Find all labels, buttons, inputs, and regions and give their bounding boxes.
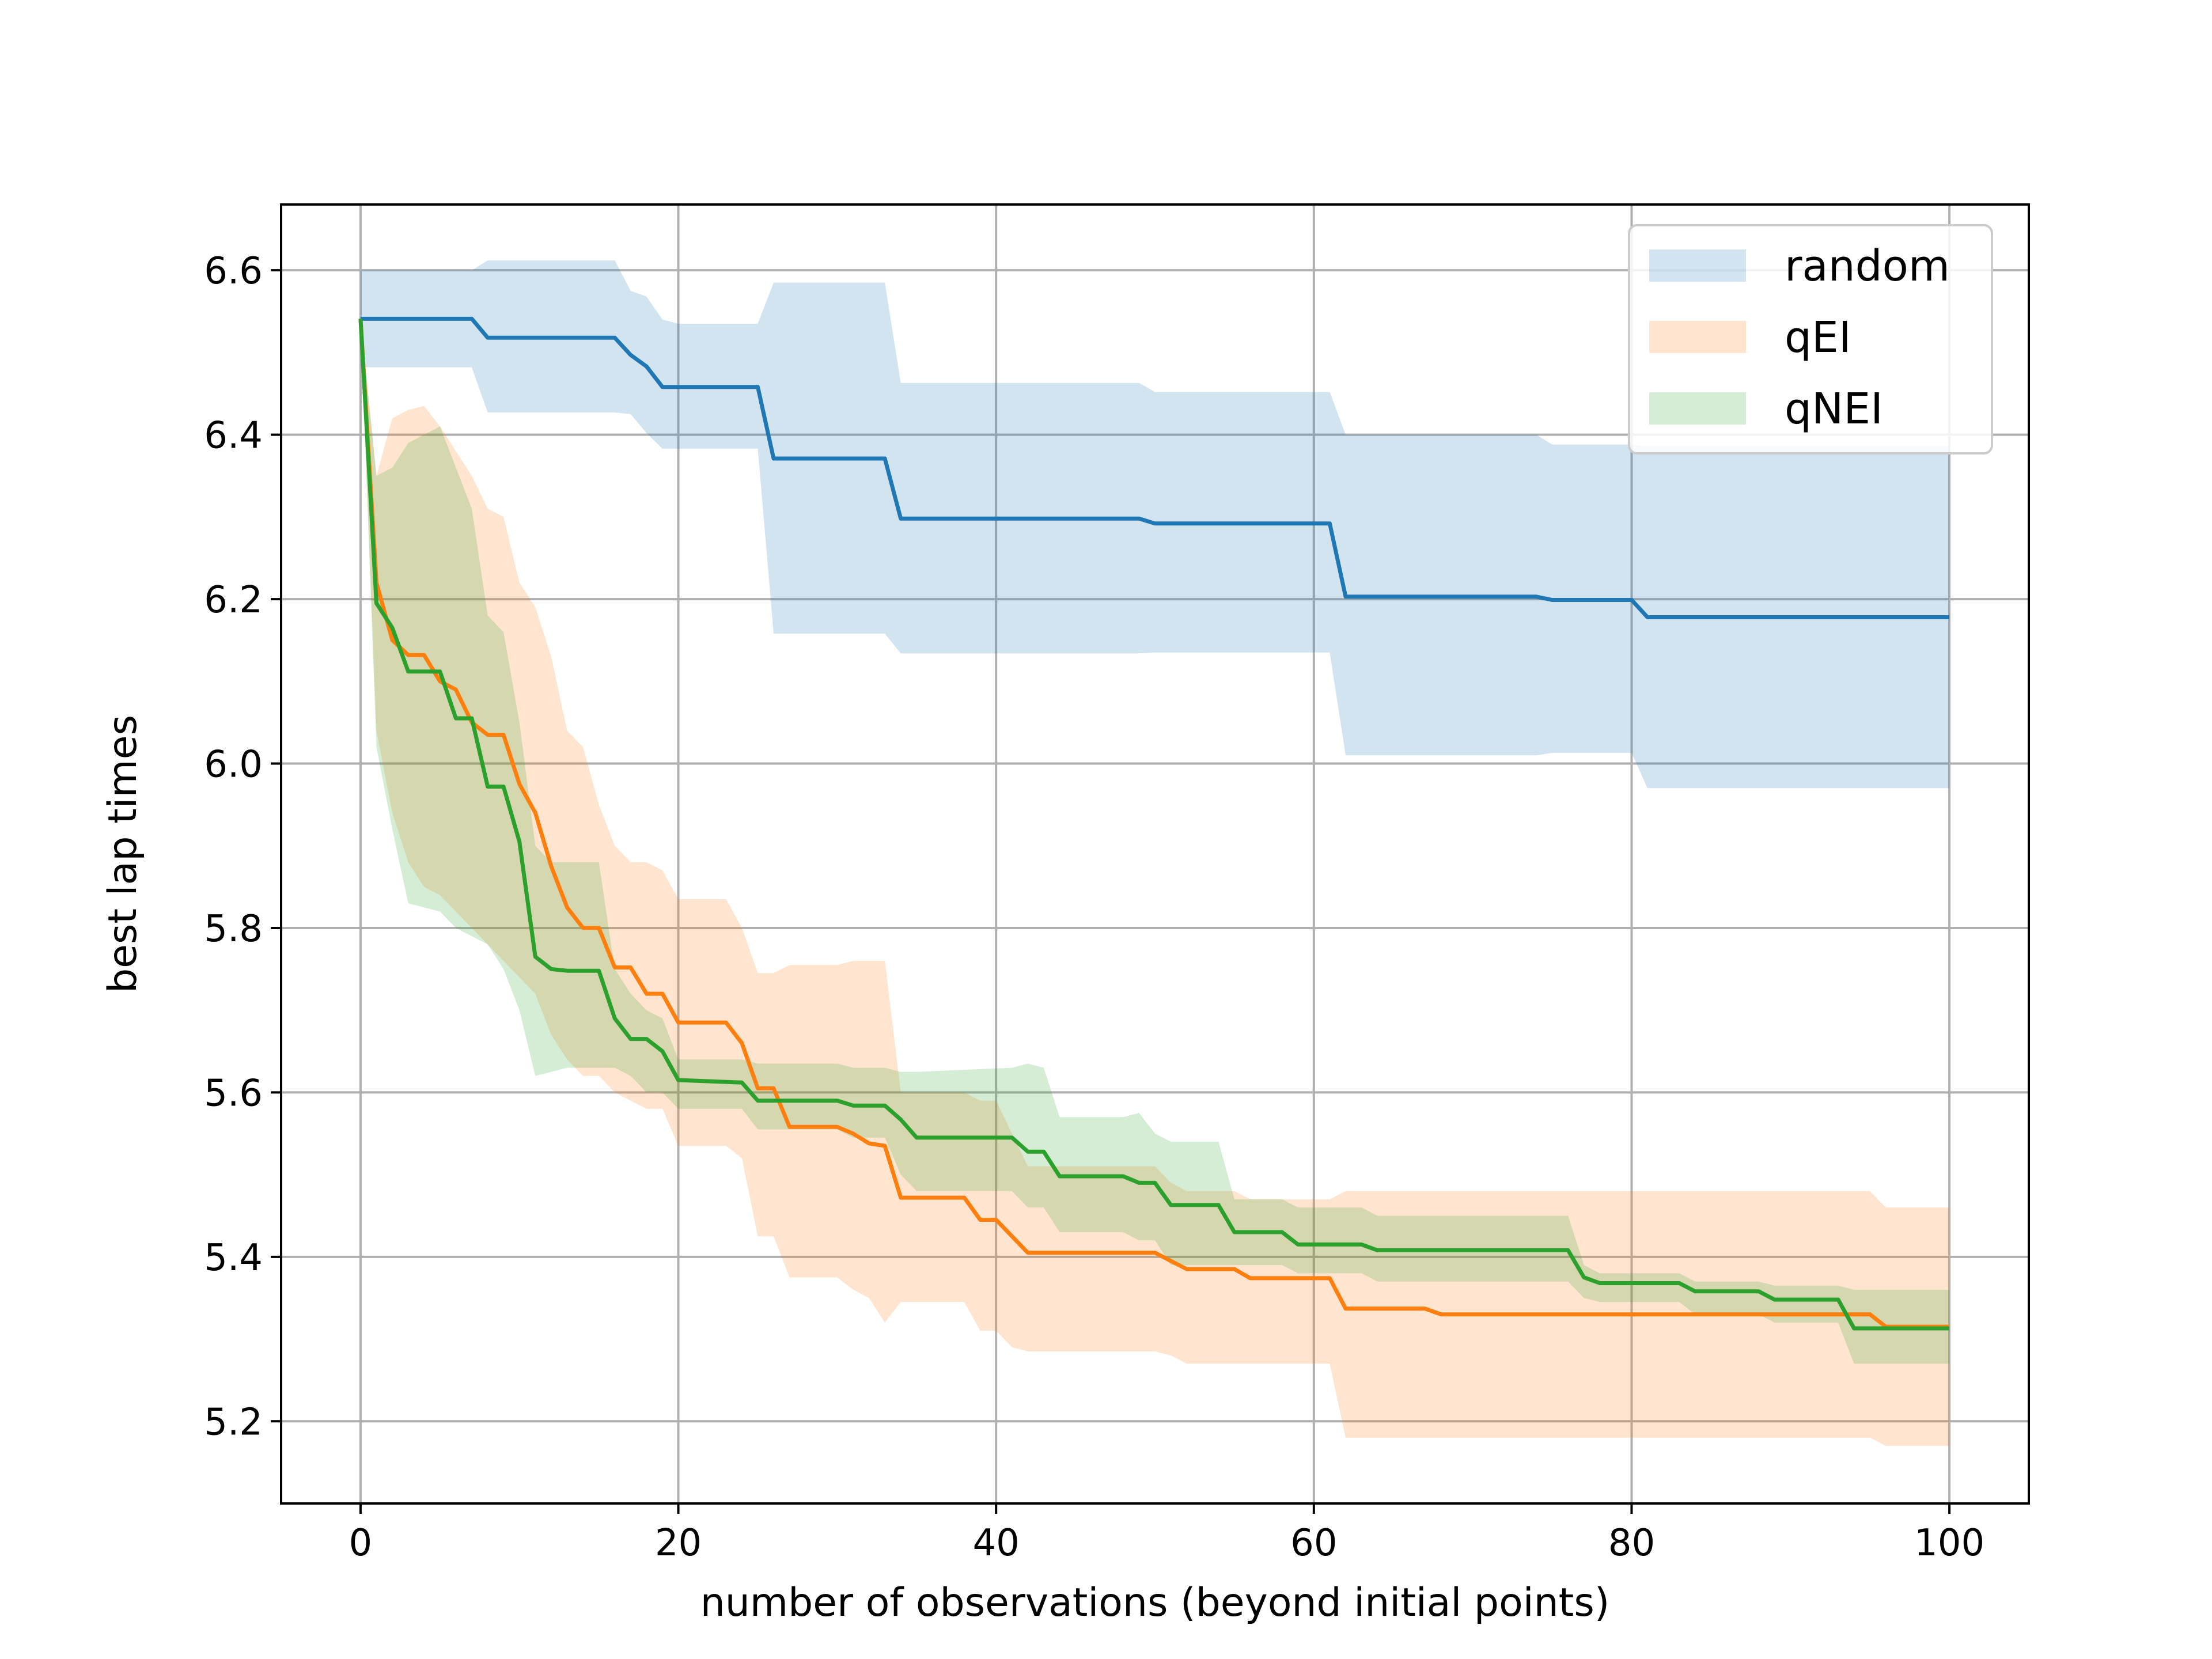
x-tick-label: 0	[349, 1522, 373, 1565]
legend-swatch-qNEI	[1649, 392, 1746, 425]
legend-box	[1628, 224, 1993, 454]
y-axis-label: best lap times	[100, 715, 146, 993]
y-tick-label: 6.6	[204, 250, 263, 293]
line-random	[360, 316, 1950, 619]
plot-frame	[280, 203, 2030, 1505]
x-tick-label: 20	[655, 1522, 702, 1565]
line-qNEI	[358, 319, 1950, 1331]
x-tick-label: 100	[1914, 1522, 1984, 1565]
grid-layer	[281, 204, 2029, 1503]
x-tick-label: 80	[1608, 1522, 1655, 1565]
legend: random qEI qNEI	[1628, 224, 1993, 454]
x-tick-label: 40	[972, 1522, 1019, 1565]
y-tick-label: 6.4	[204, 415, 263, 457]
legend-label-qEI: qEI	[1785, 313, 1851, 362]
legend-label-qNEI: qNEI	[1785, 384, 1883, 434]
band-qEI	[360, 319, 1950, 1446]
x-axis-label: number of observations (beyond initial p…	[700, 1580, 1610, 1626]
legend-swatch-qEI	[1649, 321, 1746, 353]
legend-label-random: random	[1785, 241, 1950, 291]
y-tick-label: 6.2	[204, 579, 263, 622]
legend-swatch-random	[1649, 249, 1746, 282]
y-tick-label: 5.4	[204, 1237, 263, 1279]
line-qEI	[358, 319, 1950, 1329]
axis-ticks: 0 20 40 60 80 100 5.2 5.4 5.6 5.8 6.0 6.2 6.4 6.6	[204, 250, 1984, 1565]
y-tick-label: 5.8	[204, 908, 263, 950]
series-lines	[358, 316, 1950, 1331]
y-tick-label: 6.0	[204, 744, 263, 786]
x-tick-label: 60	[1290, 1522, 1337, 1565]
y-tick-label: 5.6	[204, 1072, 263, 1115]
y-tick-label: 5.2	[204, 1401, 263, 1444]
